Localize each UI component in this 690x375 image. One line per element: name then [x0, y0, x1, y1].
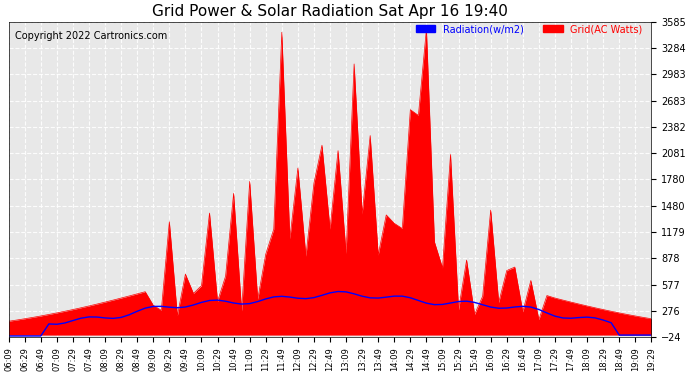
Title: Grid Power & Solar Radiation Sat Apr 16 19:40: Grid Power & Solar Radiation Sat Apr 16 … — [152, 4, 508, 19]
Text: Copyright 2022 Cartronics.com: Copyright 2022 Cartronics.com — [15, 31, 168, 41]
Legend: Radiation(w/m2), Grid(AC Watts): Radiation(w/m2), Grid(AC Watts) — [412, 20, 647, 38]
